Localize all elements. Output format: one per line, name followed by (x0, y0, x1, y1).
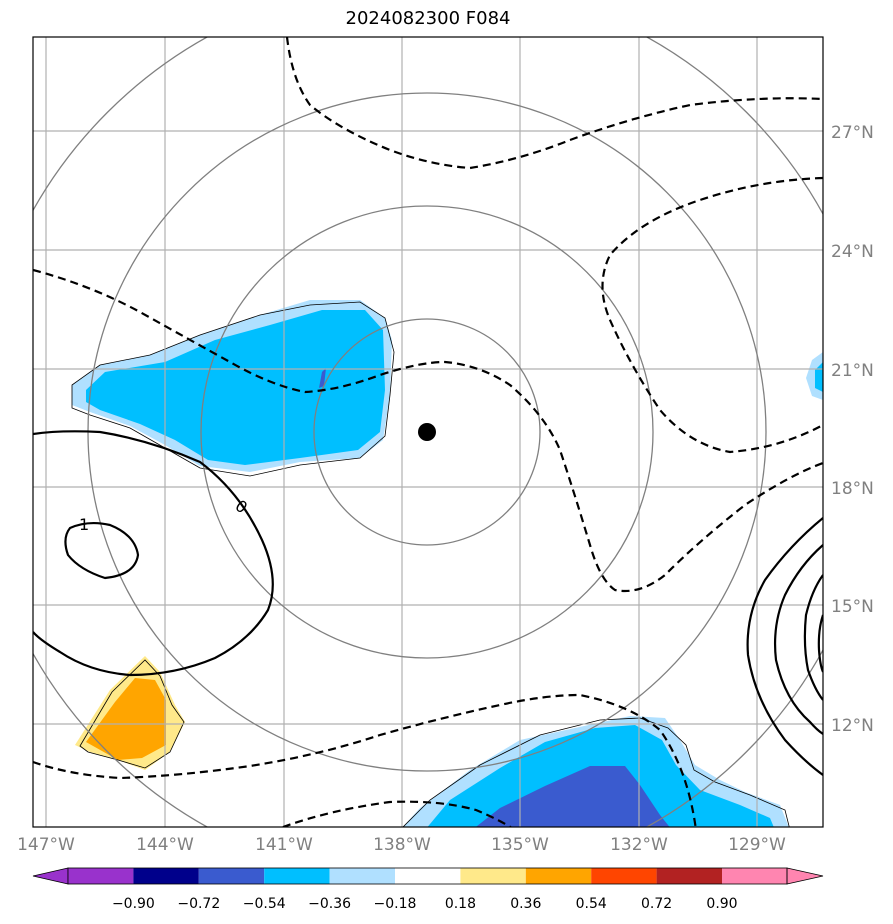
anomaly-fill-orange-sw (86, 678, 166, 760)
anomaly-fill-blue-nw (86, 310, 385, 465)
dashed-contours (33, 37, 823, 827)
anomaly-outline-s (402, 717, 790, 827)
lat-label-24n: 24°N (831, 242, 874, 262)
colorbar-label-0: −0.90 (112, 896, 155, 912)
colorbar-label-7: 0.54 (576, 896, 607, 912)
colorbar-bin-4 (329, 868, 395, 884)
lon-label-132w: 132°W (610, 835, 668, 855)
lon-label-138w: 138°W (373, 835, 431, 855)
colorbar-bin-10 (722, 868, 787, 884)
anomaly-outline-sw (79, 659, 185, 769)
map-title: 2024082300 F084 (345, 8, 511, 29)
map-plot-area (33, 37, 823, 827)
colorbar-label-8: 0.72 (641, 896, 672, 912)
lat-gridlines (33, 130, 823, 725)
lon-label-141w: 141°W (255, 835, 313, 855)
lat-label-18n: 18°N (831, 479, 874, 499)
colorbar-bin-6 (460, 868, 526, 884)
colorbar-label-5: 0.18 (445, 896, 476, 912)
lat-label-27n: 27°N (831, 123, 874, 143)
lat-label-21n: 21°N (831, 361, 874, 381)
colorbar-label-1: −0.72 (177, 896, 220, 912)
anomaly-fill-darkblue-s (475, 766, 670, 827)
colorbar-frame (67, 867, 788, 885)
lon-label-129w: 129°W (728, 835, 786, 855)
colorbar-bin-5 (395, 868, 461, 884)
colorbar-bin-3 (264, 868, 330, 884)
colorbar-labels: −0.90 −0.72 −0.54 −0.36 −0.18 0.18 0.36 … (112, 896, 738, 912)
lon-axis-labels: 147°W 144°W 141°W 138°W 135°W 132°W 129°… (17, 835, 786, 855)
colorbar-label-6: 0.36 (510, 896, 541, 912)
colorbar-bin-0 (68, 868, 134, 884)
colorbar-high-extend (786, 867, 824, 885)
storm-center-dot (418, 423, 436, 441)
colorbar-bin-2 (198, 868, 265, 884)
anomaly-fill-darkblue-spot (319, 368, 326, 388)
lat-axis-labels: 27°N 24°N 21°N 18°N 15°N 12°N (831, 123, 874, 736)
colorbar-bin-7 (525, 868, 592, 884)
colorbar-label-9: 0.90 (706, 896, 737, 912)
colorbar-bin-8 (591, 868, 657, 884)
lat-label-15n: 15°N (831, 597, 874, 617)
contour-label-one: 1 (79, 515, 89, 534)
colorbar-label-4: −0.18 (374, 896, 417, 912)
lon-label-135w: 135°W (491, 835, 549, 855)
colorbar-label-3: −0.36 (308, 896, 351, 912)
colorbar: −0.90 −0.72 −0.54 −0.36 −0.18 0.18 0.36 … (32, 867, 824, 912)
lon-label-147w: 147°W (17, 835, 75, 855)
anomaly-outline-nw (71, 301, 395, 477)
lat-label-12n: 12°N (831, 716, 874, 736)
lon-label-144w: 144°W (136, 835, 194, 855)
colorbar-bin-1 (133, 868, 199, 884)
colorbar-label-2: −0.54 (243, 896, 286, 912)
colorbar-low-extend (32, 867, 69, 885)
solid-contours (33, 430, 823, 776)
colorbar-bin-9 (656, 868, 722, 884)
map-frame (32, 36, 824, 828)
